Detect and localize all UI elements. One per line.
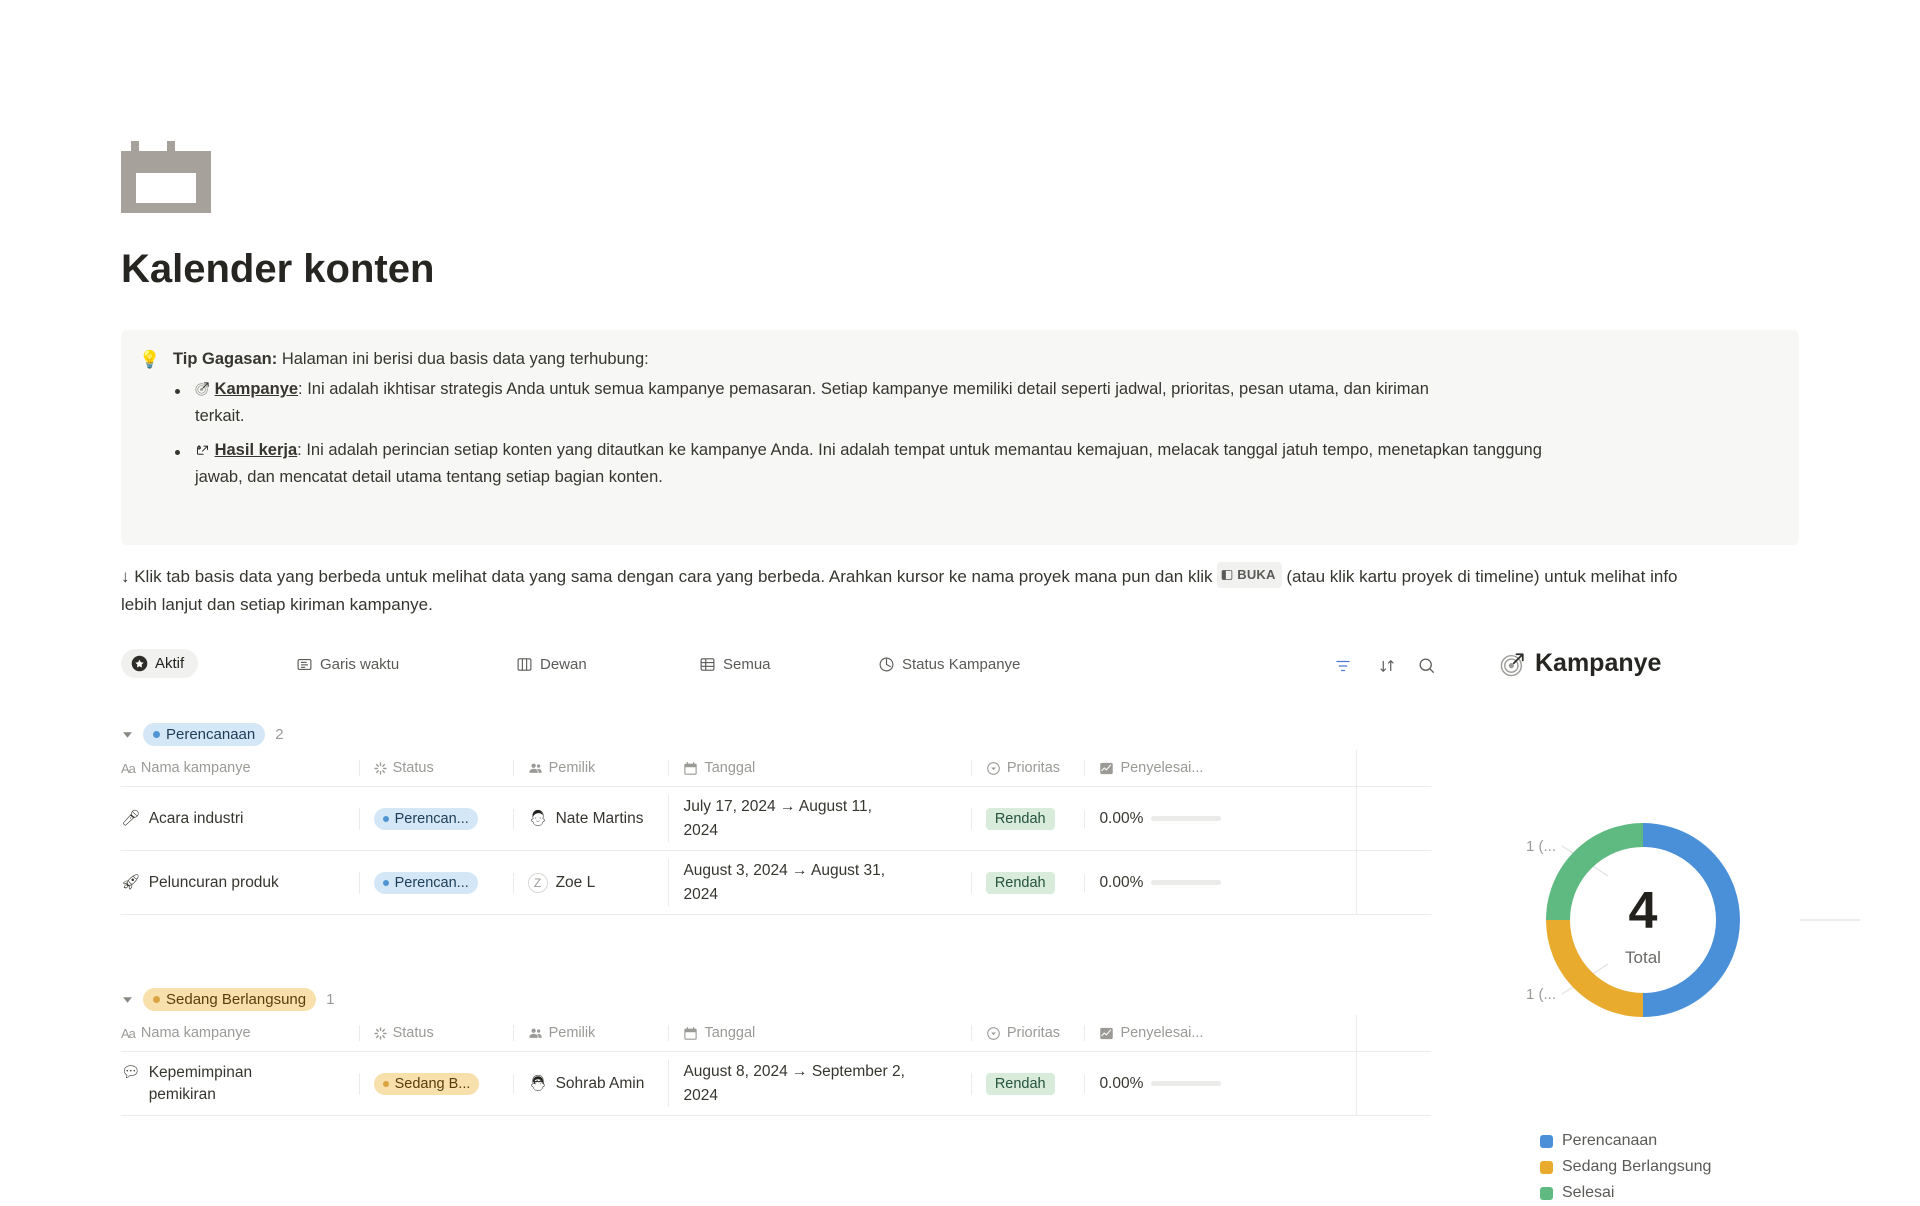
svg-text:Total: Total bbox=[1625, 948, 1661, 967]
svg-text:4: 4 bbox=[1629, 882, 1658, 940]
svg-text:1 (...: 1 (... bbox=[1526, 838, 1556, 855]
svg-text:1 (...: 1 (... bbox=[1526, 986, 1556, 1003]
